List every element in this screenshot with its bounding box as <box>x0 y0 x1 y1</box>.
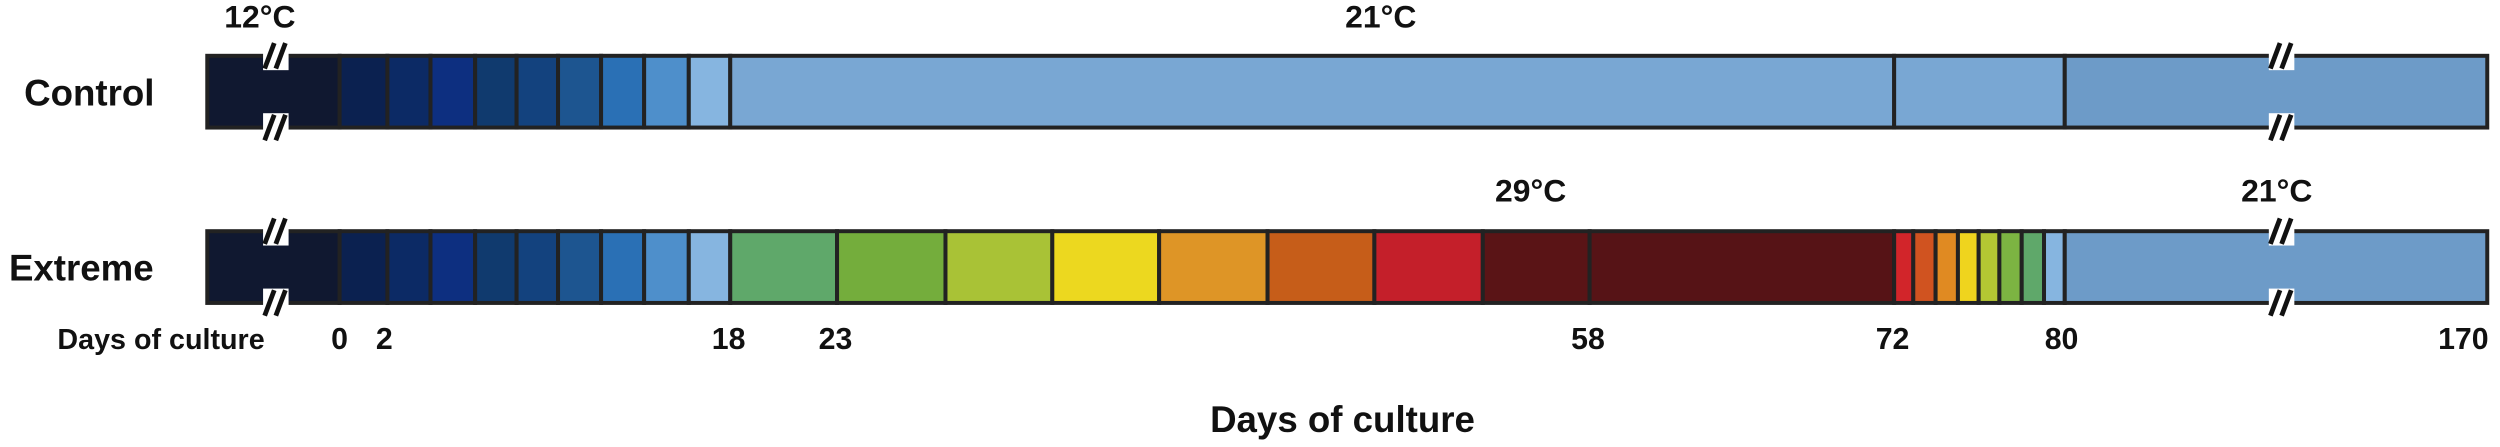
bar-segment <box>428 53 478 130</box>
bar-segment <box>2019 229 2047 305</box>
day-tick-label: 23 <box>819 323 853 356</box>
bar-segment <box>1892 229 1916 305</box>
bar-segment <box>686 53 733 130</box>
bar-segment <box>556 53 604 130</box>
break-mark <box>2279 217 2294 245</box>
bar-segment <box>1892 53 2067 130</box>
bar-segment <box>473 229 519 305</box>
bar-segment <box>1587 229 1897 305</box>
row-label: Extreme <box>9 248 154 289</box>
bar-segment <box>385 229 433 305</box>
bar-segment <box>943 229 1055 305</box>
axis-title: Days of culture <box>1210 399 1475 440</box>
day-tick-label: 58 <box>1571 323 1605 356</box>
bar-segment <box>1372 229 1485 305</box>
break-mark <box>262 113 277 142</box>
bar-segment <box>1955 229 1981 305</box>
day-tick-label: 80 <box>2045 323 2079 356</box>
day-tick-label: 0 <box>331 323 348 356</box>
break-mark <box>262 217 277 245</box>
bar-segment <box>385 53 433 130</box>
bar-segment <box>514 53 561 130</box>
bar-segment <box>728 53 1897 130</box>
temperature-label: 29°C <box>1495 172 1566 208</box>
bar-segment <box>2042 229 2067 305</box>
bar-segment <box>642 53 691 130</box>
diagram-body: Control Extreme 12°C 21°C 29°C 21°C Days… <box>9 0 2490 440</box>
break-mark <box>2279 42 2294 70</box>
break-mark <box>2268 42 2283 70</box>
temperature-label: 21°C <box>1345 0 1416 35</box>
temperature-label: 21°C <box>2241 172 2312 208</box>
bar-segment <box>599 53 647 130</box>
break-mark <box>273 113 288 142</box>
break-mark <box>2268 289 2283 317</box>
day-tick-label: 2 <box>376 323 393 356</box>
break-mark <box>2279 289 2294 317</box>
break-mark <box>262 289 277 317</box>
axis-inline-label: Days of culture <box>57 324 264 356</box>
day-tick-label: 170 <box>2438 323 2489 356</box>
bar-segment <box>514 229 561 305</box>
bar-segment <box>686 229 733 305</box>
bar-segment <box>1157 229 1270 305</box>
break-mark <box>273 42 288 70</box>
bar-segment <box>642 229 691 305</box>
break-mark <box>2279 113 2294 142</box>
bar-segment <box>1933 229 1960 305</box>
bar-segment <box>728 229 840 305</box>
bar-segment <box>1976 229 2002 305</box>
bar-segment <box>428 229 478 305</box>
break-mark <box>273 217 288 245</box>
temperature-label: 12°C <box>224 0 295 35</box>
bar-segment <box>1911 229 1938 305</box>
bar-segment <box>556 229 604 305</box>
day-tick-label: 18 <box>712 323 746 356</box>
bar-segment <box>1050 229 1162 305</box>
break-mark <box>2268 217 2283 245</box>
bar-segment <box>473 53 519 130</box>
day-tick-label: 72 <box>1876 323 1910 356</box>
bar-segment <box>1265 229 1377 305</box>
break-mark <box>273 289 288 317</box>
break-mark <box>2268 113 2283 142</box>
bar-segment <box>599 229 647 305</box>
bar-segment <box>337 229 390 305</box>
bar-segment <box>337 53 390 130</box>
bar-segment <box>1997 229 2024 305</box>
break-mark <box>262 42 277 70</box>
bar-segment <box>835 229 948 305</box>
bar-segment <box>1480 229 1592 305</box>
row-label: Control <box>24 72 154 113</box>
